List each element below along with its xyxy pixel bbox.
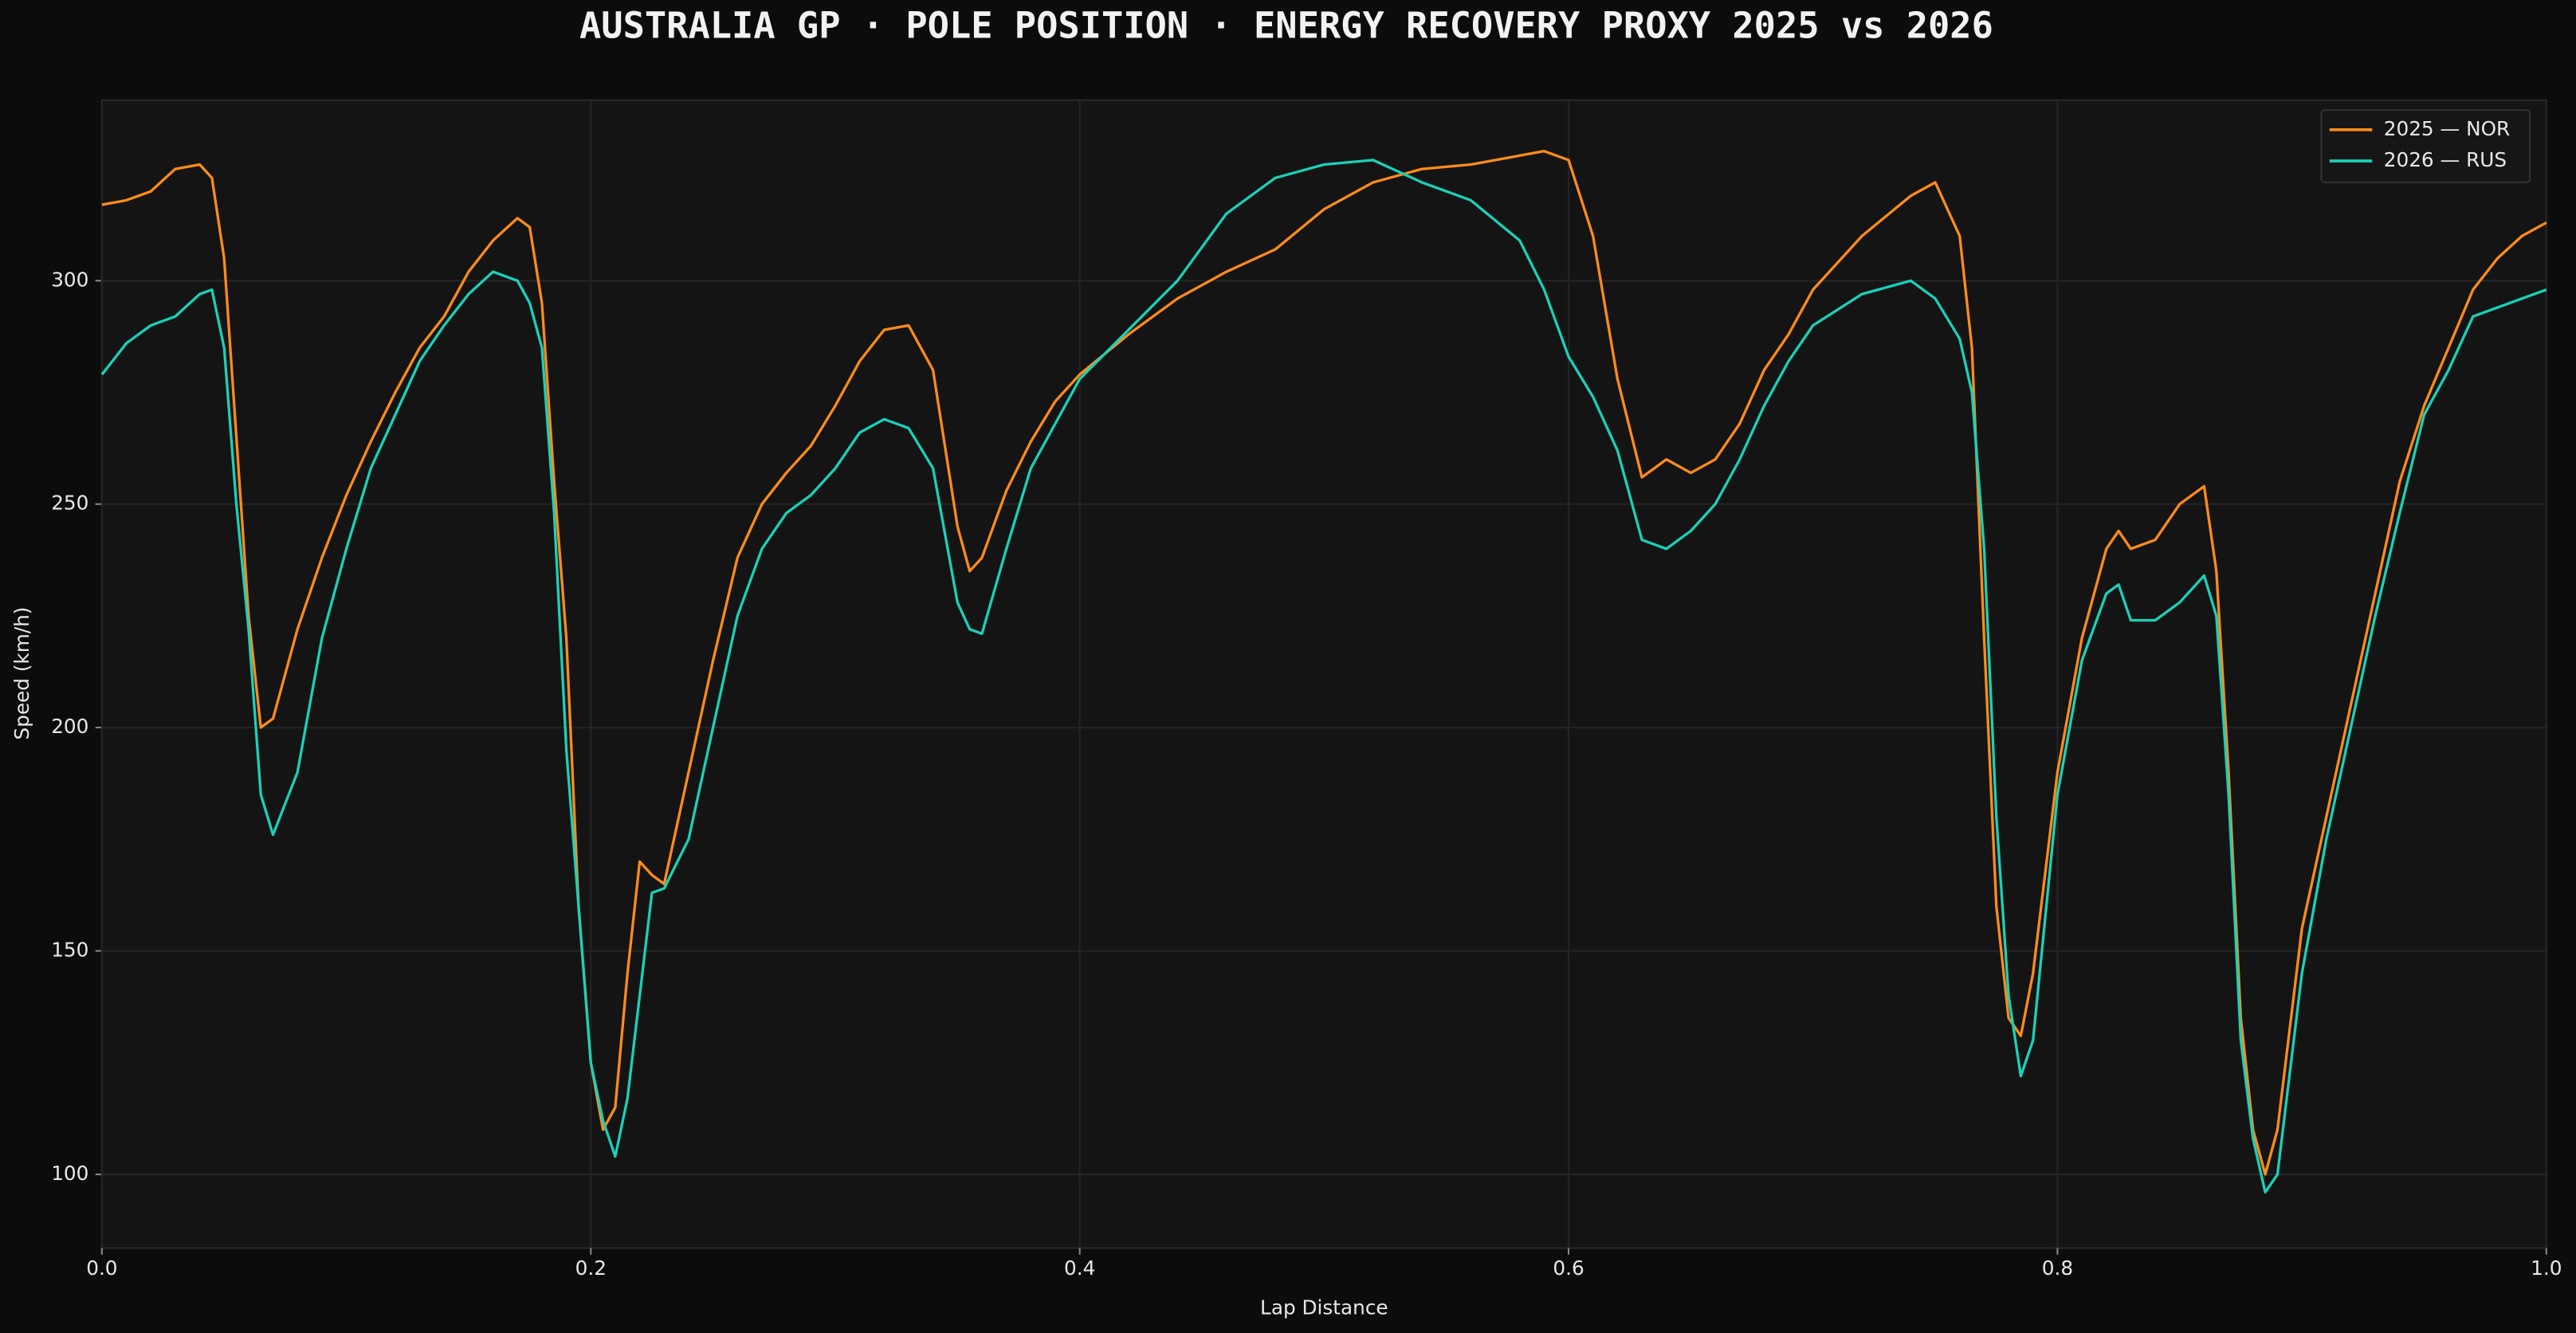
plot-area xyxy=(100,99,2547,1249)
chart-title: AUSTRALIA GP · POLE POSITION · ENERGY RE… xyxy=(579,5,1993,47)
y-tick-label: 200 xyxy=(51,715,88,738)
series-line xyxy=(100,159,2547,1194)
legend-box xyxy=(2320,109,2531,183)
x-tick-label: 0.0 xyxy=(86,1257,117,1280)
x-tick-label: 1.0 xyxy=(2531,1257,2562,1280)
legend-label: 2025 — NOR xyxy=(2384,117,2510,140)
x-tick-label: 0.2 xyxy=(575,1257,607,1280)
x-tick-label: 0.8 xyxy=(2042,1257,2073,1280)
y-tick-label: 150 xyxy=(51,939,88,962)
legend-label: 2026 — RUS xyxy=(2384,148,2507,171)
y-tick-label: 250 xyxy=(51,492,88,515)
x-axis-label: Lap Distance xyxy=(1260,1296,1388,1319)
y-axis-label: Speed (km/h) xyxy=(10,607,33,740)
y-tick-label: 300 xyxy=(51,268,88,291)
series-line xyxy=(101,150,2547,1176)
x-tick-label: 0.6 xyxy=(1553,1257,1584,1280)
x-tick-label: 0.4 xyxy=(1064,1257,1095,1280)
y-tick-label: 100 xyxy=(51,1162,88,1185)
